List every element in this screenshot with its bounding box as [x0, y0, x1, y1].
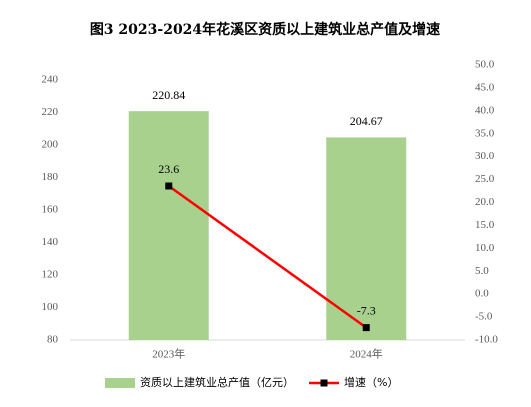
y2-tick-label: 10.0 [475, 242, 495, 254]
y2-tick-label: 5.0 [475, 265, 489, 277]
legend-label: 增速（%） [344, 375, 398, 389]
y2-tick-label: 45.0 [475, 81, 495, 93]
legend-label: 资质以上建筑业总产值（亿元） [140, 375, 294, 389]
chart-title: 图3 2023-2024年花溪区资质以上建筑业总产值及增速 [90, 21, 440, 38]
data-label: 23.6 [158, 162, 179, 176]
y-tick-label: 200 [42, 139, 59, 151]
y-tick-label: 140 [42, 236, 59, 248]
legend-swatch [105, 378, 135, 388]
line [168, 184, 367, 329]
y2-tick-label: 40.0 [475, 104, 495, 116]
y-tick-label: 220 [42, 106, 59, 118]
y2-tick-label: 0.0 [475, 288, 489, 300]
y-tick-label: 100 [42, 301, 59, 313]
x-tick-label: 2024年 [350, 347, 383, 361]
marker [362, 324, 370, 332]
y2-tick-label: 25.0 [475, 173, 495, 185]
y-tick-label: 80 [47, 334, 59, 346]
y2-tick-label: 30.0 [475, 150, 495, 162]
y2-tick-label: 20.0 [475, 196, 495, 208]
legend-marker [320, 379, 328, 387]
y2-tick-label: 15.0 [475, 219, 495, 231]
y2-tick-label: -10.0 [475, 334, 498, 346]
x-tick-label: 2023年 [152, 347, 185, 361]
y2-tick-label: -5.0 [475, 311, 493, 323]
marker [165, 182, 173, 190]
y-tick-label: 240 [42, 74, 59, 86]
data-label: -7.3 [357, 303, 376, 317]
y-tick-label: 180 [42, 171, 59, 183]
y-tick-label: 160 [42, 204, 59, 216]
y2-tick-label: 35.0 [475, 127, 495, 139]
data-label: 204.67 [350, 114, 383, 128]
y-tick-label: 120 [42, 269, 59, 281]
bar [326, 137, 407, 340]
bar [128, 111, 209, 340]
data-label: 220.84 [152, 88, 185, 102]
y2-tick-label: 50.0 [475, 59, 495, 71]
